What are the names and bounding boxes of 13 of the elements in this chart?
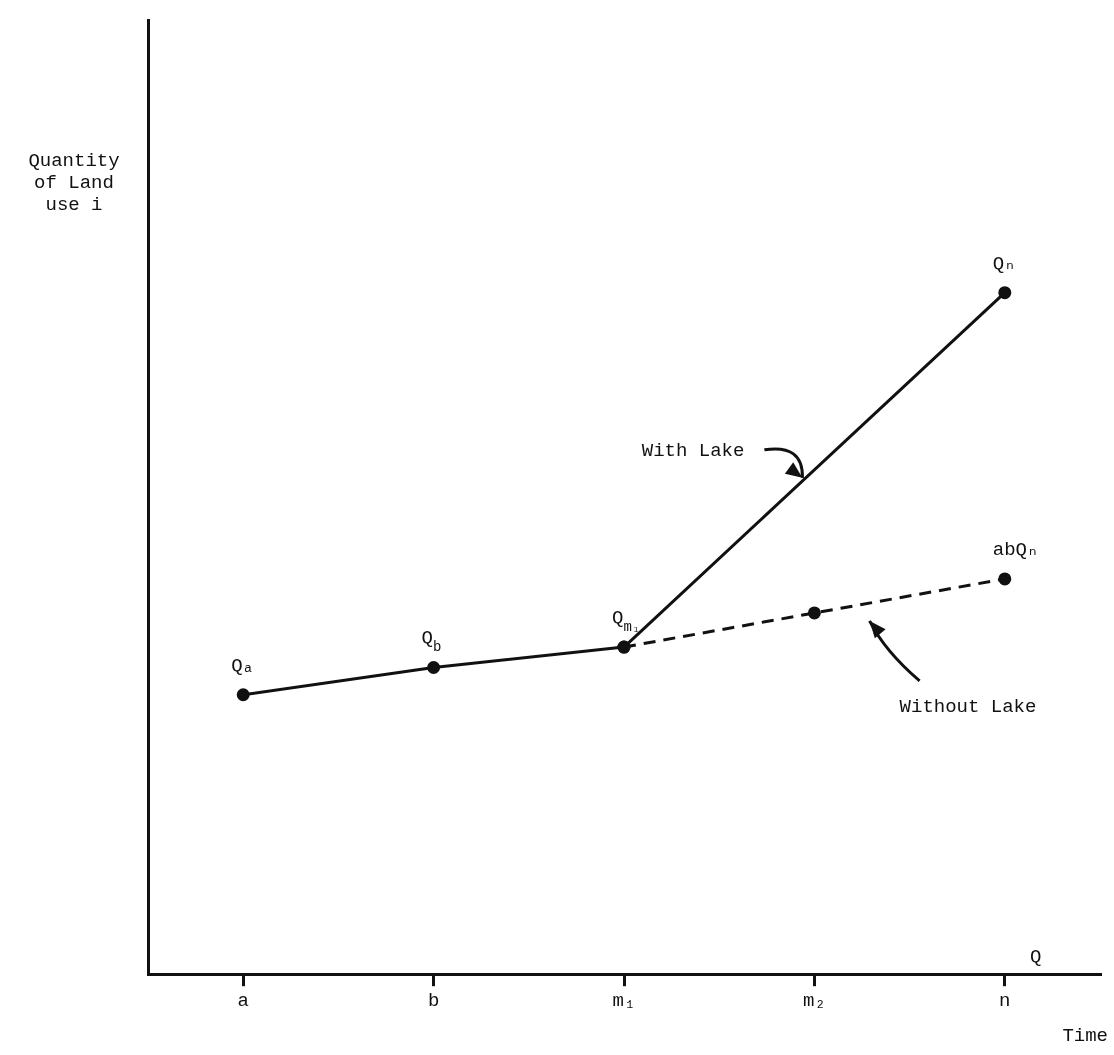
x-tick-label: n: [999, 989, 1011, 1012]
annotation: Q: [1030, 946, 1042, 969]
text: Without Lake: [899, 695, 1037, 718]
annotation: Qₙ: [992, 252, 1016, 275]
annotation: abQₙ: [992, 538, 1039, 561]
annotation: Qₐ: [231, 654, 255, 677]
x-tick-label: a: [237, 989, 249, 1012]
x-tick-label: m₁: [612, 989, 636, 1012]
x-axis-title: Time: [1062, 1025, 1108, 1047]
x-tick-label: b: [427, 989, 440, 1012]
x-tick-label: m₂: [802, 989, 826, 1012]
y-axis-title: Quantity of Land use i: [27, 150, 121, 216]
legend-label: With Lake: [641, 439, 745, 462]
